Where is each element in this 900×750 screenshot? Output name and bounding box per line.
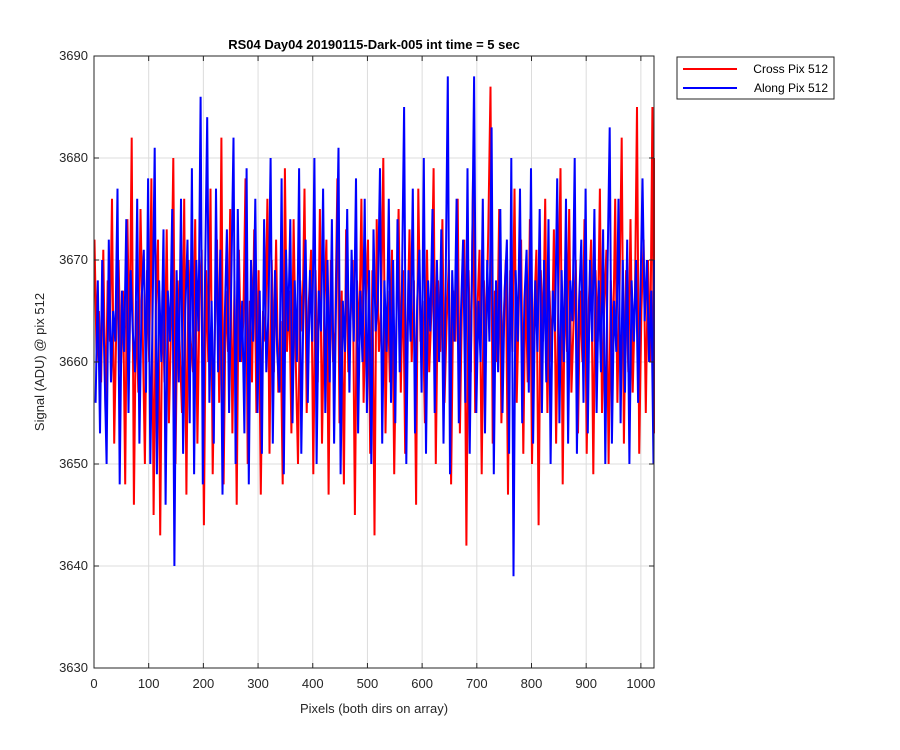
y-tick-label: 3680 <box>59 150 88 165</box>
x-tick-label: 200 <box>193 676 215 691</box>
x-tick-label: 0 <box>90 676 97 691</box>
plot-lines <box>93 76 655 577</box>
y-tick-label: 3630 <box>59 660 88 675</box>
x-tick-label: 900 <box>575 676 597 691</box>
x-tick-label: 500 <box>357 676 379 691</box>
legend-box <box>676 56 835 100</box>
chart-title: RS04 Day04 20190115-Dark-005 int time = … <box>228 37 520 52</box>
x-tick-label: 600 <box>411 676 433 691</box>
x-tick-label: 1000 <box>626 676 655 691</box>
y-tick-label: 3660 <box>59 354 88 369</box>
legend-entry-along: Along Pix 512 <box>754 81 828 95</box>
series-line-along <box>94 76 655 577</box>
y-tick-label: 3640 <box>59 558 88 573</box>
y-axis-label: Signal (ADU) @ pix 512 <box>32 293 47 431</box>
y-tick-label: 3670 <box>59 252 88 267</box>
y-tick-label: 3650 <box>59 456 88 471</box>
ticks: 0 100 200 300 400 500 600 700 800 900 1000 3630 3640… <box>59 48 655 691</box>
x-axis-label: Pixels (both dirs on array) <box>300 701 448 716</box>
legend-entry-cross: Cross Pix 512 <box>753 62 828 76</box>
x-tick-label: 400 <box>302 676 324 691</box>
y-tick-label: 3690 <box>59 48 88 63</box>
x-tick-label: 300 <box>247 676 269 691</box>
x-tick-label: 100 <box>138 676 160 691</box>
x-tick-label: 700 <box>466 676 488 691</box>
legend: Cross Pix 512 Along Pix 512 <box>676 56 835 100</box>
x-tick-label: 800 <box>521 676 543 691</box>
